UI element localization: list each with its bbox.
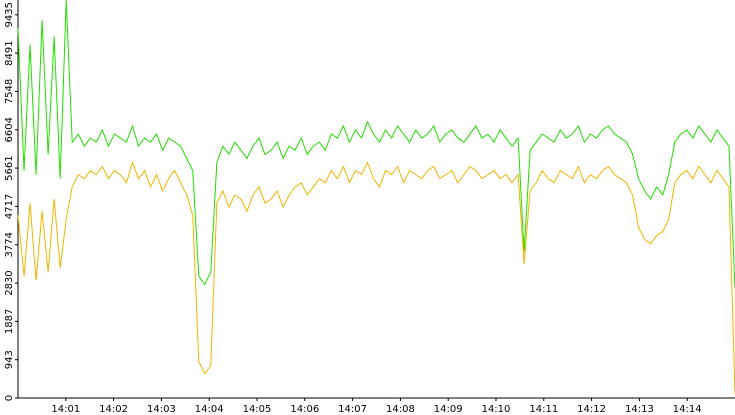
x-tick-label: 14:07 <box>338 404 367 415</box>
y-tick-label: 0 <box>4 395 15 401</box>
y-tick-label: 5661 <box>4 155 15 180</box>
x-tick-label: 14:11 <box>529 404 558 415</box>
x-tick-label: 14:13 <box>625 404 654 415</box>
y-tick-label: 7548 <box>4 79 15 104</box>
x-tick-label: 14:03 <box>147 404 176 415</box>
y-tick-label: 6604 <box>4 117 15 142</box>
x-tick-label: 14:02 <box>99 404 128 415</box>
y-tick-label: 9435 <box>4 2 15 27</box>
x-tick-label: 14:12 <box>577 404 606 415</box>
y-tick-label: 2830 <box>4 270 15 295</box>
y-tick-label: 3774 <box>4 232 15 257</box>
series-line <box>17 0 735 289</box>
x-tick-label: 14:01 <box>51 404 80 415</box>
y-tick-label: 943 <box>4 350 15 369</box>
x-tick-label: 14:06 <box>290 404 319 415</box>
series-line <box>17 160 735 394</box>
x-tick-label: 14:05 <box>243 404 272 415</box>
x-tick-label: 14:04 <box>195 404 224 415</box>
x-tick-label: 14:10 <box>482 404 511 415</box>
x-tick-label: 14:14 <box>673 404 702 415</box>
y-tick-label: 4717 <box>4 194 15 219</box>
x-tick-label: 14:08 <box>386 404 415 415</box>
x-tick-label: 14:09 <box>434 404 463 415</box>
y-tick-label: 1887 <box>4 309 15 334</box>
y-tick-label: 8491 <box>4 40 15 65</box>
